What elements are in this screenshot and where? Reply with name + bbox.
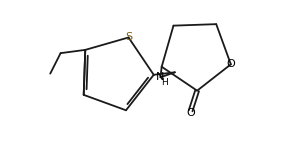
Text: N: N xyxy=(156,72,165,82)
Text: H: H xyxy=(161,78,168,87)
Text: O: O xyxy=(226,59,235,69)
Text: O: O xyxy=(186,108,195,118)
Text: S: S xyxy=(125,32,132,42)
